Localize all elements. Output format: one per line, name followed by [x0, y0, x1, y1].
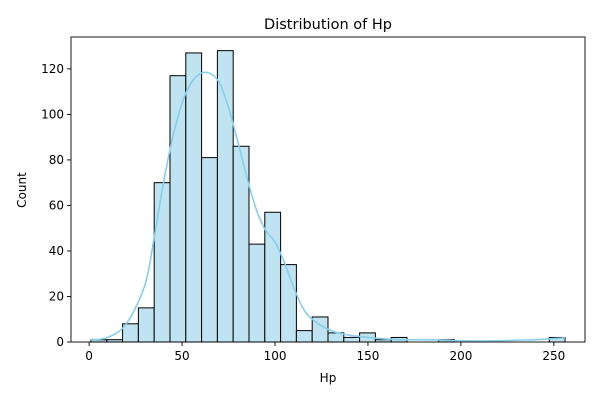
kde-layer — [90, 71, 566, 342]
x-tick-label: 0 — [85, 349, 93, 363]
y-tick-label: 20 — [49, 289, 64, 303]
y-tick-label: 100 — [41, 107, 64, 121]
histogram-bar — [216, 50, 234, 343]
histogram-bar — [137, 307, 155, 343]
plot-frame — [70, 36, 586, 343]
histogram-bar — [248, 243, 266, 343]
bars-layer — [90, 50, 566, 343]
kde-line — [90, 71, 566, 342]
y-tick-label: 40 — [49, 244, 64, 258]
histogram-bar — [343, 336, 361, 343]
histogram-bar — [153, 182, 171, 343]
x-tick-label: 50 — [174, 349, 189, 363]
y-axis-label: Count — [15, 172, 29, 208]
y-tick-label: 0 — [56, 335, 64, 349]
axes-layer: 0 50 100 150 200 250 0 20 40 60 80 100 120 — [41, 36, 586, 363]
x-axis-label: Hp — [320, 371, 337, 385]
x-tick-label: 200 — [449, 349, 472, 363]
histogram-bar — [185, 52, 203, 343]
x-tick-label: 150 — [357, 349, 380, 363]
x-tick-label: 100 — [264, 349, 287, 363]
y-tick-label: 80 — [49, 153, 64, 167]
histogram-bar — [280, 264, 297, 343]
x-tick-label: 250 — [542, 349, 565, 363]
y-tick-label: 60 — [49, 198, 64, 212]
y-tick-label: 120 — [41, 62, 64, 76]
histogram-bar — [295, 330, 313, 343]
chart-title: Distribution of Hp — [264, 17, 392, 33]
histogram-bar — [201, 157, 218, 343]
